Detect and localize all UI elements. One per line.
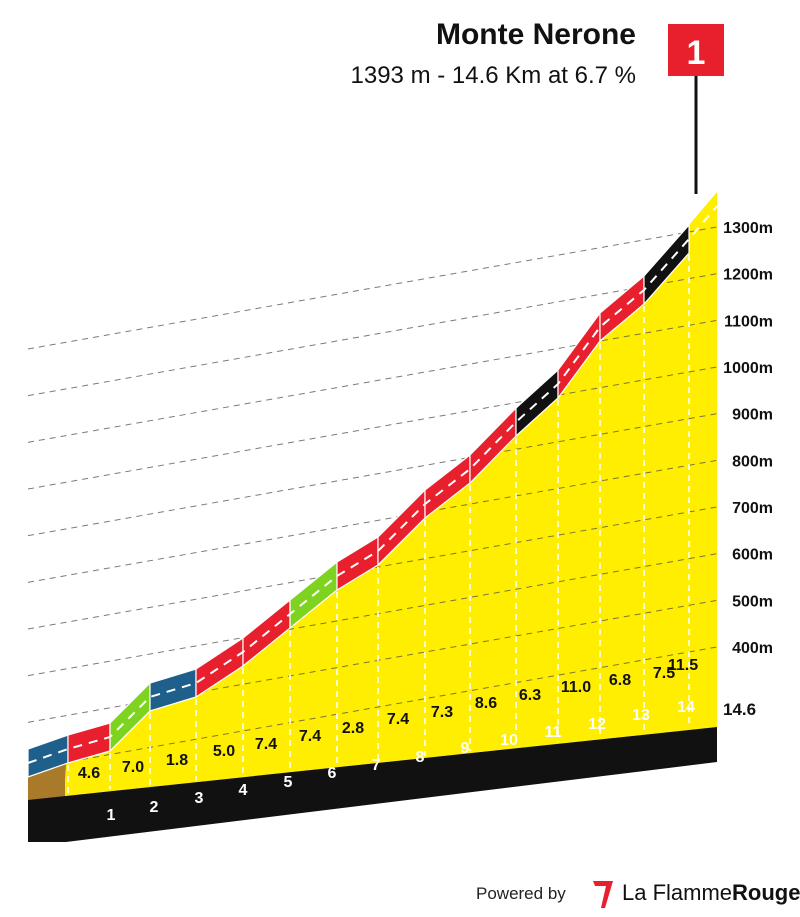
gradient-label-km-13: 6.8 xyxy=(609,672,631,689)
y-tick-label: 1100m xyxy=(724,313,773,330)
grid-line xyxy=(27,646,718,770)
powered-by-label: Powered by xyxy=(476,884,566,903)
km-marker-3: 3 xyxy=(195,790,204,807)
chart-title: Monte Nerone xyxy=(435,18,636,51)
km-marker-1: 1 xyxy=(107,807,116,824)
gradient-label-km-7: 2.8 xyxy=(342,720,364,737)
grid-line xyxy=(27,506,718,630)
grid-line xyxy=(27,599,718,723)
gradient-label-km-11: 6.3 xyxy=(519,687,541,704)
km-marker-8: 8 xyxy=(416,749,425,766)
km-marker-13: 13 xyxy=(632,707,650,724)
gradient-label-km-6: 7.4 xyxy=(299,728,321,745)
brand-name-bold: Rouge xyxy=(732,880,800,905)
km-marker-7: 7 xyxy=(372,757,381,774)
grid-line xyxy=(27,366,718,490)
km-marker-9: 9 xyxy=(461,740,470,757)
gradient-label-km-2: 7.0 xyxy=(122,759,144,776)
km-marker-5: 5 xyxy=(284,774,293,791)
gradient-label-km-14.6: 11.5 xyxy=(668,657,698,674)
gradient-label-km-3: 1.8 xyxy=(166,752,188,769)
grid-line xyxy=(27,459,718,583)
gradient-label-km-9: 7.3 xyxy=(431,704,453,721)
y-tick-label: 400m xyxy=(732,640,773,657)
brand-name-plain: La Flamme xyxy=(622,880,733,905)
summit-flag-label: 1 xyxy=(687,34,706,72)
gradient-label-km-5: 7.4 xyxy=(255,736,277,753)
y-tick-label: 900m xyxy=(732,407,773,424)
gradient-label-km-4: 5.0 xyxy=(213,743,235,760)
km-marker-11: 11 xyxy=(545,724,562,741)
grid-line xyxy=(27,226,718,350)
km-marker-2: 2 xyxy=(150,799,159,816)
y-tick-label: 700m xyxy=(732,500,773,517)
km-marker-6: 6 xyxy=(328,765,337,782)
y-tick-label: 1300m xyxy=(723,220,773,237)
distance-end-label: 14.6 xyxy=(723,700,756,719)
km-marker-14: 14 xyxy=(677,699,695,716)
grid-line xyxy=(27,319,718,443)
y-tick-label: 1200m xyxy=(723,267,773,284)
y-tick-label: 500m xyxy=(732,593,773,610)
chart-subtitle: 1393 m - 14.6 Km at 6.7 % xyxy=(350,62,636,89)
y-tick-label: 1000m xyxy=(723,360,773,377)
grid-line xyxy=(27,273,718,397)
grid-lines xyxy=(27,226,718,794)
gradient-label-km-1: 4.6 xyxy=(78,765,100,782)
brand-name: La FlammeRouge xyxy=(622,880,800,906)
y-tick-label: 600m xyxy=(732,547,773,564)
gradient-label-km-10: 8.6 xyxy=(475,695,497,712)
km-marker-4: 4 xyxy=(239,782,248,799)
grid-line xyxy=(27,553,718,677)
flamme-rouge-logo-icon xyxy=(593,881,613,908)
gradient-label-km-8: 7.4 xyxy=(387,711,409,728)
profile-area xyxy=(28,192,717,800)
grid-line xyxy=(27,413,718,537)
km-marker-10: 10 xyxy=(500,732,518,749)
base-strip xyxy=(28,727,717,842)
summit-flag xyxy=(668,24,724,76)
gradient-label-km-14: 7.5 xyxy=(653,665,675,682)
km-marker-12: 12 xyxy=(588,716,606,733)
y-tick-label: 800m xyxy=(732,453,773,470)
gradient-road xyxy=(27,205,718,778)
gradient-label-km-12: 11.0 xyxy=(561,679,591,696)
